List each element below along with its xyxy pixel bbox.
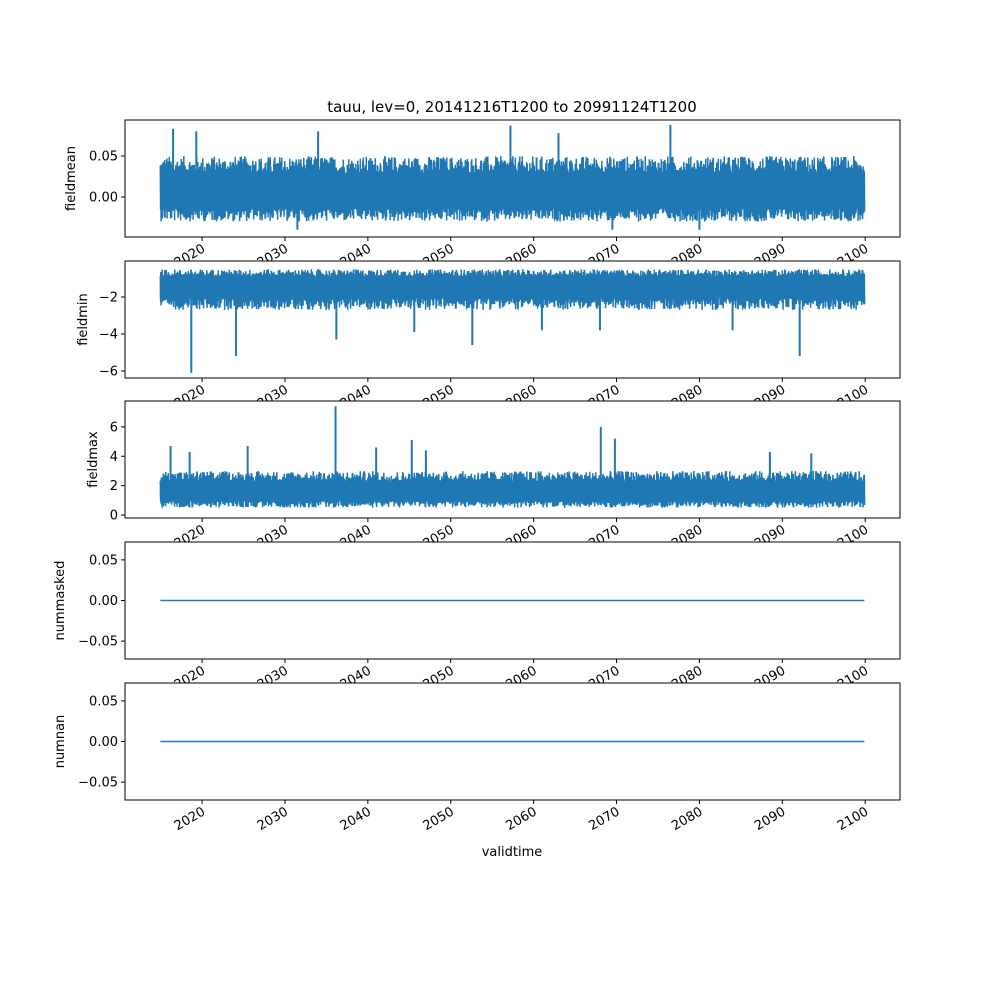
y-axis-label: fieldmax: [86, 431, 101, 488]
y-axis-label: fieldmean: [64, 146, 79, 211]
y-tick-label: 0.00: [89, 735, 118, 750]
y-tick-label: −6: [99, 364, 118, 379]
y-tick-label: 0.00: [89, 594, 118, 609]
y-tick-label: −4: [99, 327, 118, 342]
y-tick-label: 0.05: [89, 149, 118, 164]
series-line-fieldmin: [159, 269, 866, 310]
series-line-fieldmax: [159, 470, 866, 508]
series-line-fieldmean: [159, 155, 866, 222]
y-tick-label: 6: [110, 420, 118, 435]
x-axis-label: validtime: [482, 845, 543, 860]
axes-frame: [124, 400, 901, 519]
y-tick-label: 0.05: [89, 553, 118, 568]
y-tick-label: 2: [110, 479, 118, 494]
y-tick-label: −0.05: [78, 635, 118, 650]
y-axis-label: numnan: [53, 715, 68, 769]
y-axis-label: nummasked: [53, 561, 68, 641]
axes-frame: [124, 260, 901, 379]
y-tick-label: 4: [110, 450, 118, 465]
y-axis-label: fieldmin: [76, 293, 91, 346]
y-tick-label: 0.05: [89, 694, 118, 709]
axes-frame: [124, 119, 901, 238]
y-tick-label: 0.00: [89, 190, 118, 205]
y-tick-label: 0: [110, 509, 118, 524]
chart-title: tauu, lev=0, 20141216T1200 to 20991124T1…: [327, 98, 697, 116]
y-tick-label: −2: [99, 290, 118, 305]
y-tick-label: −0.05: [78, 776, 118, 791]
